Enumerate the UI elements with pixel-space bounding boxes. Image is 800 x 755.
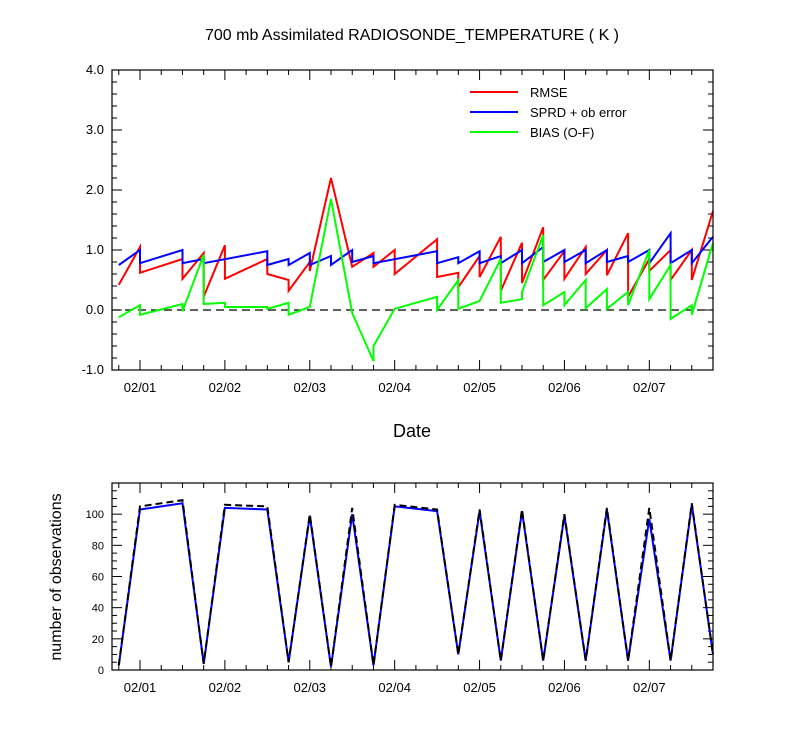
y-tick-label: 4.0 xyxy=(86,62,104,77)
y-tick-label: 80 xyxy=(92,540,104,552)
x-tick-label: 02/04 xyxy=(378,680,411,695)
x-tick-label: 02/02 xyxy=(209,680,242,695)
x-tick-label: 02/06 xyxy=(548,380,581,395)
legend-label: SPRD + ob error xyxy=(530,105,627,120)
plot-frame xyxy=(111,482,714,671)
y-tick-label: 40 xyxy=(92,603,104,615)
x-tick-label: 02/04 xyxy=(378,380,411,395)
x-tick-label: 02/01 xyxy=(124,680,157,695)
y-tick-label: 60 xyxy=(92,572,104,584)
x-tick-label: 02/03 xyxy=(294,380,327,395)
legend-label: RMSE xyxy=(530,85,568,100)
x-tick-label: 02/01 xyxy=(124,380,157,395)
legend-label: BIAS (O-F) xyxy=(530,125,594,140)
y-axis-label: number of observations xyxy=(48,493,65,660)
top-plot: 02/01 02/02 02/03 02/04 02/05 02/06 02/07 -1.0 0… xyxy=(82,62,714,395)
bottom-plot: 02/01 02/02 02/03 02/04 02/05 02/06 02/07 0 20 40… xyxy=(86,482,714,695)
y-tick-label: 20 xyxy=(92,634,104,646)
legend: RMSE SPRD + ob error BIAS (O-F) xyxy=(470,85,627,140)
y-tick-label: 100 xyxy=(86,509,104,521)
y-tick-label: -1.0 xyxy=(82,362,104,377)
y-tick-label: 1.0 xyxy=(86,242,104,257)
y-tick-label: 3.0 xyxy=(86,122,104,137)
y-tick-label: 0.0 xyxy=(86,302,104,317)
x-tick-label: 02/05 xyxy=(463,380,496,395)
x-tick-label: 02/05 xyxy=(463,680,496,695)
series-line-1 xyxy=(118,230,714,267)
series-line-0 xyxy=(117,502,714,668)
x-tick-label: 02/06 xyxy=(548,680,581,695)
y-tick-label: 0 xyxy=(98,665,104,677)
chart-title: 700 mb Assimilated RADIOSONDE_TEMPERATUR… xyxy=(205,27,619,44)
series-line-2 xyxy=(118,198,714,362)
y-tick-label: 2.0 xyxy=(86,182,104,197)
x-tick-label: 02/03 xyxy=(294,680,327,695)
series-line-0 xyxy=(117,177,714,301)
plot-frame xyxy=(111,69,714,371)
series-line-1 xyxy=(117,498,714,668)
x-tick-label: 02/02 xyxy=(209,380,242,395)
x-axis-label: Date xyxy=(393,421,431,441)
x-tick-label: 02/07 xyxy=(633,680,666,695)
x-tick-label: 02/07 xyxy=(633,380,666,395)
